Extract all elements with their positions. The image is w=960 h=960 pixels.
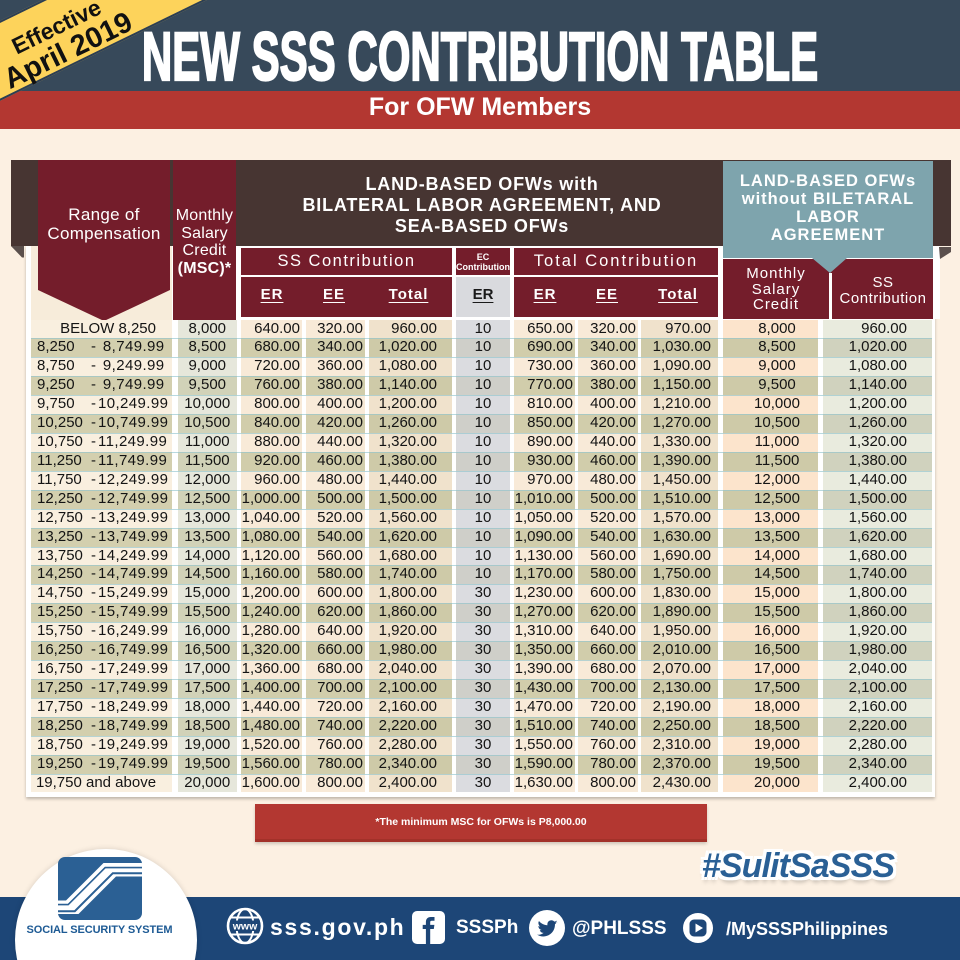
svg-text:www: www	[232, 921, 258, 933]
